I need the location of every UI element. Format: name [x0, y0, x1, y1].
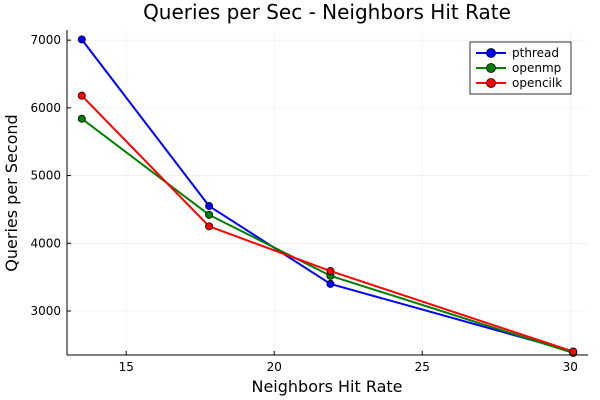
grid — [67, 30, 588, 355]
data-point-opencilk — [569, 347, 578, 356]
x-tick-label: 15 — [119, 360, 134, 374]
data-point-openmp — [77, 114, 86, 123]
x-axis-label: Neighbors Hit Rate — [251, 377, 402, 396]
y-tick-label: 5000 — [30, 169, 61, 183]
legend-marker-pthread — [486, 48, 496, 58]
legend-marker-openmp — [486, 63, 496, 73]
series-opencilk — [77, 91, 578, 356]
legend-label-opencilk: opencilk — [512, 76, 562, 90]
data-point-openmp — [205, 210, 214, 219]
x-tick-label: 30 — [563, 360, 578, 374]
y-tick-label: 7000 — [30, 33, 61, 47]
chart-title: Queries per Sec - Neighbors Hit Rate — [143, 0, 511, 24]
series-lines — [77, 35, 578, 357]
y-tick-label: 6000 — [30, 101, 61, 115]
data-point-pthread — [77, 35, 86, 44]
data-point-opencilk — [77, 91, 86, 100]
data-point-opencilk — [326, 267, 335, 276]
data-point-opencilk — [205, 222, 214, 231]
legend-marker-opencilk — [486, 78, 496, 88]
legend-label-openmp: openmp — [512, 61, 561, 75]
series-line-opencilk — [81, 94, 574, 353]
data-point-pthread — [205, 202, 214, 211]
tick-labels: 15 20 25 30 3000 4000 5000 6000 7000 — [30, 33, 577, 374]
series-line-openmp — [81, 117, 574, 354]
y-tick-label: 4000 — [30, 236, 61, 250]
x-tick-label: 25 — [415, 360, 430, 374]
data-point-pthread — [326, 279, 335, 288]
y-axis-label: Queries per Second — [2, 114, 21, 271]
x-tick-label: 20 — [267, 360, 282, 374]
y-tick-label: 3000 — [30, 304, 61, 318]
legend-label-pthread: pthread — [512, 46, 559, 60]
